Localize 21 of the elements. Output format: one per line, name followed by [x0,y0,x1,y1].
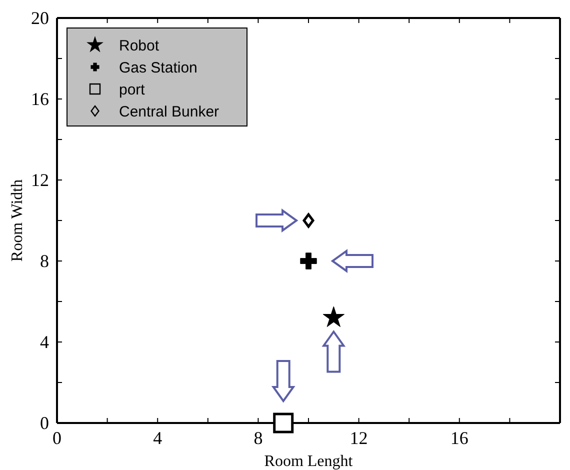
y-tick-label: 16 [31,88,49,109]
y-tick-label: 0 [40,412,49,433]
legend-label: Robot [119,37,160,54]
x-tick-label: 4 [153,428,162,448]
legend-label: Gas Station [119,59,198,76]
y-tick-label: 4 [40,332,49,352]
y-tick-label: 8 [40,250,49,271]
legend-label: port [119,81,146,98]
legend-label: Central Bunker [119,103,220,120]
y-axis-title: Room Width [9,179,26,262]
x-tick-label: 8 [254,428,263,448]
y-tick-label: 12 [31,170,49,190]
x-tick-label: 0 [52,428,62,448]
point [300,252,317,270]
y-tick-label: 20 [31,8,49,28]
x-axis-title: Room Lenght [264,453,354,470]
x-tick-label: 12 [350,428,368,448]
point [273,412,294,434]
x-tick-label: 16 [450,428,468,448]
point [322,306,345,328]
point [302,213,314,228]
